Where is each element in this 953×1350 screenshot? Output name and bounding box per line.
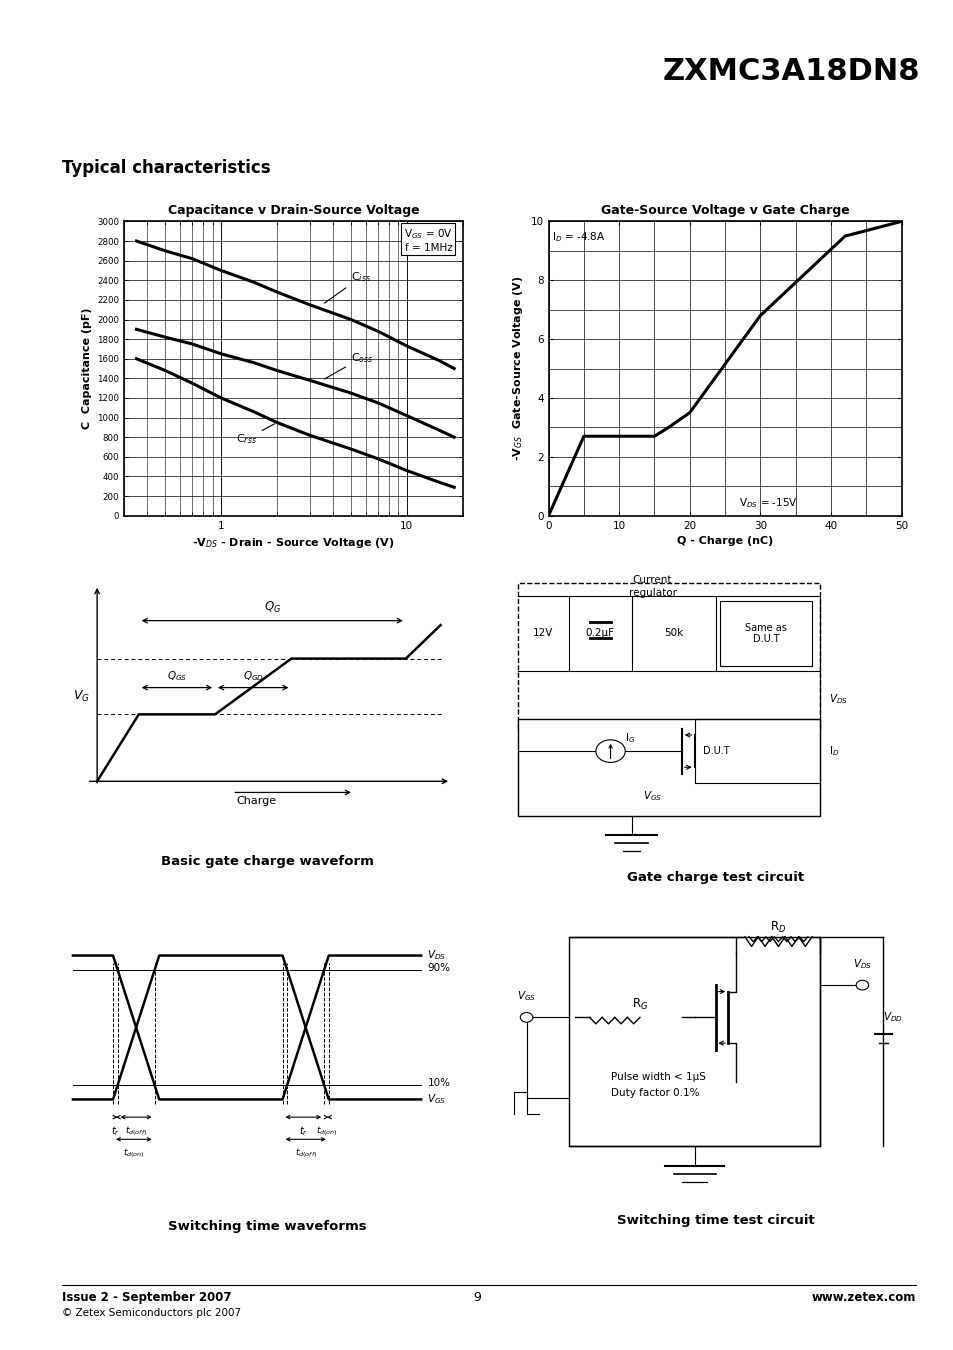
Text: Current: Current [632, 575, 672, 586]
Text: R$_G$: R$_G$ [631, 996, 647, 1012]
Text: Typical characteristics: Typical characteristics [62, 159, 271, 177]
FancyBboxPatch shape [517, 583, 820, 729]
Title: Switching time waveforms: Switching time waveforms [168, 1219, 366, 1233]
Text: $V_{GS}$: $V_{GS}$ [517, 990, 536, 1003]
Title: Gate-Source Voltage v Gate Charge: Gate-Source Voltage v Gate Charge [600, 204, 848, 217]
Y-axis label: -V$_{GS}$  Gate-Source Voltage (V): -V$_{GS}$ Gate-Source Voltage (V) [511, 275, 524, 462]
Text: $V_{DS}$: $V_{DS}$ [828, 693, 847, 706]
Circle shape [855, 980, 868, 990]
Text: © Zetex Semiconductors plc 2007: © Zetex Semiconductors plc 2007 [62, 1308, 241, 1318]
Text: $V_{GS}$: $V_{GS}$ [642, 790, 661, 803]
Text: Same as
D.U.T: Same as D.U.T [744, 622, 786, 644]
X-axis label: -V$_{DS}$ - Drain - Source Voltage (V): -V$_{DS}$ - Drain - Source Voltage (V) [192, 536, 395, 549]
Text: $t_r$: $t_r$ [298, 1123, 308, 1138]
Text: D.U.T: D.U.T [702, 747, 729, 756]
Text: Issue 2 - September 2007: Issue 2 - September 2007 [62, 1291, 232, 1304]
Text: 12V: 12V [533, 628, 553, 639]
Text: 10%: 10% [427, 1077, 450, 1088]
Title: Basic gate charge waveform: Basic gate charge waveform [160, 855, 374, 868]
Text: $V_{DS}$: $V_{DS}$ [852, 957, 871, 971]
Text: $V_{GS}$: $V_{GS}$ [427, 1092, 446, 1107]
Text: 0.2μF: 0.2μF [585, 628, 614, 639]
Title: Switching time test circuit: Switching time test circuit [616, 1214, 814, 1227]
Title: Gate charge test circuit: Gate charge test circuit [626, 871, 803, 884]
Text: Duty factor 0.1%: Duty factor 0.1% [610, 1088, 699, 1098]
FancyBboxPatch shape [517, 718, 820, 815]
Text: Charge: Charge [236, 795, 276, 806]
Text: $t_{d(on)}$: $t_{d(on)}$ [315, 1123, 337, 1138]
Text: regulator: regulator [628, 589, 676, 598]
Text: $Q_G$: $Q_G$ [263, 599, 280, 616]
Y-axis label: C  Capacitance (pF): C Capacitance (pF) [82, 308, 91, 429]
Text: V$_{GS}$ = 0V
f = 1MHz: V$_{GS}$ = 0V f = 1MHz [403, 227, 452, 252]
Circle shape [596, 740, 624, 763]
Text: www.zetex.com: www.zetex.com [811, 1291, 915, 1304]
Text: $t_{d(off)}$: $t_{d(off)}$ [294, 1146, 316, 1160]
Circle shape [519, 1012, 533, 1022]
Text: I$_D$: I$_D$ [828, 744, 839, 759]
Text: $V_G$: $V_G$ [73, 688, 90, 705]
Text: $t_r$: $t_r$ [111, 1123, 120, 1138]
Text: $Q_{GS}$: $Q_{GS}$ [167, 670, 187, 683]
FancyBboxPatch shape [568, 937, 820, 1146]
Text: I$_G$: I$_G$ [624, 730, 635, 745]
Text: ZXMC3A18DN8: ZXMC3A18DN8 [662, 57, 920, 85]
Text: $Q_{GD}$: $Q_{GD}$ [242, 670, 263, 683]
Text: 90%: 90% [427, 963, 450, 973]
Text: $t_{d(on)}$: $t_{d(on)}$ [123, 1146, 145, 1160]
Text: C$_{rss}$: C$_{rss}$ [235, 424, 274, 446]
X-axis label: Q - Charge (nC): Q - Charge (nC) [677, 536, 772, 547]
Text: Pulse width < 1μS: Pulse width < 1μS [610, 1072, 704, 1081]
Title: Capacitance v Drain-Source Voltage: Capacitance v Drain-Source Voltage [168, 204, 418, 217]
Text: I$_D$ = -4.8A: I$_D$ = -4.8A [552, 231, 605, 244]
Text: $t_{d(off)}$: $t_{d(off)}$ [125, 1123, 147, 1138]
Text: C$_{iss}$: C$_{iss}$ [324, 270, 371, 304]
Text: R$_D$: R$_D$ [769, 919, 786, 934]
Text: $V_{DD}$: $V_{DD}$ [882, 1010, 902, 1025]
FancyBboxPatch shape [719, 601, 811, 666]
Text: 50k: 50k [663, 628, 682, 639]
Text: V$_{DS}$ = -15V: V$_{DS}$ = -15V [739, 495, 798, 510]
Text: C$_{oss}$: C$_{oss}$ [324, 351, 373, 379]
Text: $V_{DS}$: $V_{DS}$ [427, 949, 446, 963]
Text: 9: 9 [473, 1291, 480, 1304]
